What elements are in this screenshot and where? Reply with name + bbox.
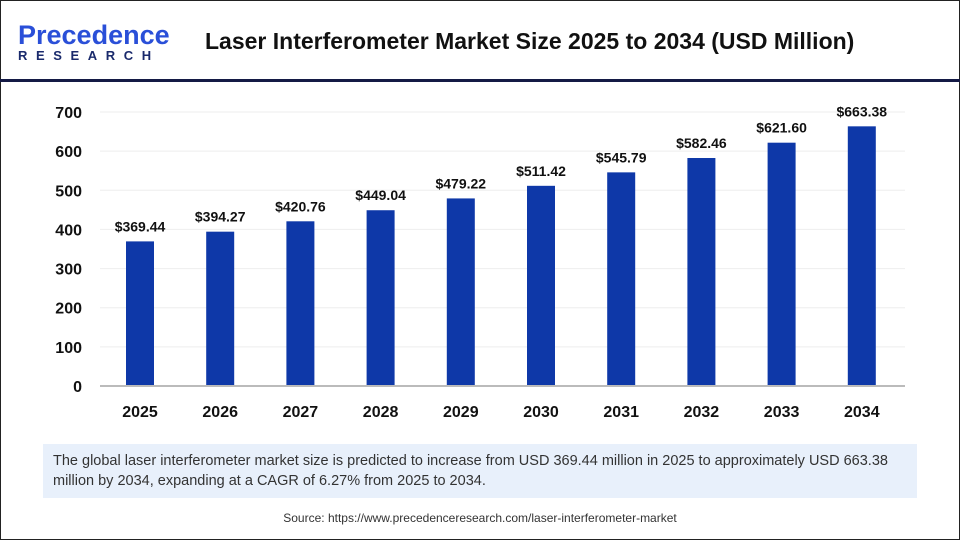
y-tick-label: 0 — [73, 379, 82, 396]
bar — [687, 158, 716, 386]
x-tick-label: 2025 — [122, 404, 158, 421]
x-tick-label: 2027 — [283, 404, 319, 421]
logo-subtitle: RESEARCH — [18, 48, 160, 63]
x-tick-label: 2030 — [523, 404, 559, 421]
x-tick-label: 2028 — [363, 404, 399, 421]
y-tick-label: 300 — [55, 262, 82, 279]
bar — [847, 126, 876, 387]
data-label: $369.44 — [115, 218, 166, 234]
bar — [366, 210, 395, 386]
y-tick-label: 500 — [55, 183, 82, 200]
x-tick-label: 2026 — [202, 404, 238, 421]
x-tick-label: 2029 — [443, 404, 479, 421]
bar-chart: 0 100 200 300 400 500 600 700 $369.44 2025 $394.27… — [55, 103, 905, 421]
bar — [607, 172, 636, 386]
x-tick-label: 2031 — [603, 404, 639, 421]
data-label: $511.42 — [516, 163, 566, 179]
data-label: $663.38 — [836, 103, 887, 119]
logo-name: recedence — [36, 20, 170, 50]
data-label: $479.22 — [435, 175, 486, 191]
y-tick-label: 100 — [55, 340, 82, 357]
data-label: $582.46 — [676, 135, 727, 151]
y-tick-label: 400 — [55, 222, 82, 239]
y-tick-label: 200 — [55, 301, 82, 318]
source: Source: https://www.precedenceresearch.c… — [283, 511, 677, 525]
data-label: $420.76 — [275, 198, 326, 214]
logo: Precedence RESEARCH — [18, 22, 170, 64]
data-label: $394.27 — [195, 209, 246, 225]
bar — [126, 241, 154, 386]
bar — [767, 142, 796, 386]
data-label: $621.60 — [756, 120, 807, 136]
data-label: $449.04 — [355, 187, 406, 203]
x-tick-label: 2034 — [844, 404, 880, 421]
bar — [206, 231, 235, 386]
bar — [527, 185, 555, 386]
y-tick-label: 700 — [55, 105, 82, 122]
x-tick-label: 2032 — [684, 404, 720, 421]
header-divider — [0, 79, 960, 82]
chart-title: Laser Interferometer Market Size 2025 to… — [205, 28, 855, 54]
bar — [446, 198, 475, 386]
description: The global laser interferometer market s… — [43, 444, 917, 498]
bar — [286, 221, 315, 386]
data-label: $545.79 — [596, 149, 647, 165]
logo-initial: P — [18, 20, 37, 50]
y-tick-label: 600 — [55, 144, 82, 161]
x-tick-label: 2033 — [764, 404, 800, 421]
